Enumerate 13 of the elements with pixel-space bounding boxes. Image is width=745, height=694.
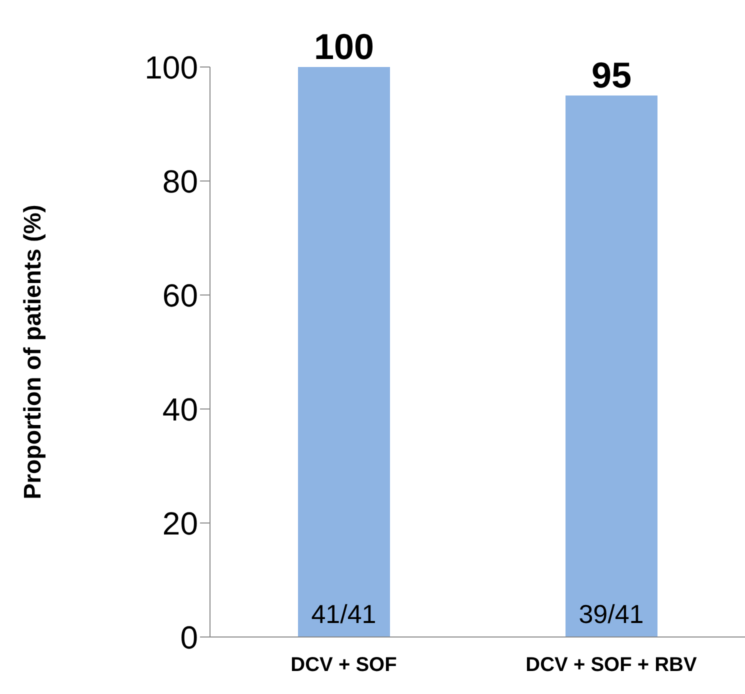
y-tick-label: 40	[162, 391, 198, 428]
x-tick-label: DCV + SOF	[290, 654, 397, 676]
data-label: 95	[591, 54, 632, 96]
annotation: 41/41	[311, 599, 376, 629]
y-tick-label: 0	[180, 619, 198, 656]
y-tick-label: 20	[162, 505, 198, 542]
x-tick-label: DCV + SOF + RBV	[526, 654, 698, 676]
y-tick-label: 100	[144, 49, 198, 86]
y-tick-label: 80	[162, 163, 198, 200]
annotation: 39/41	[578, 599, 644, 629]
data-label: 100	[314, 26, 374, 67]
y-tick-label: 60	[162, 277, 198, 314]
y-axis-title: Proportion of patients (%)	[20, 204, 47, 500]
